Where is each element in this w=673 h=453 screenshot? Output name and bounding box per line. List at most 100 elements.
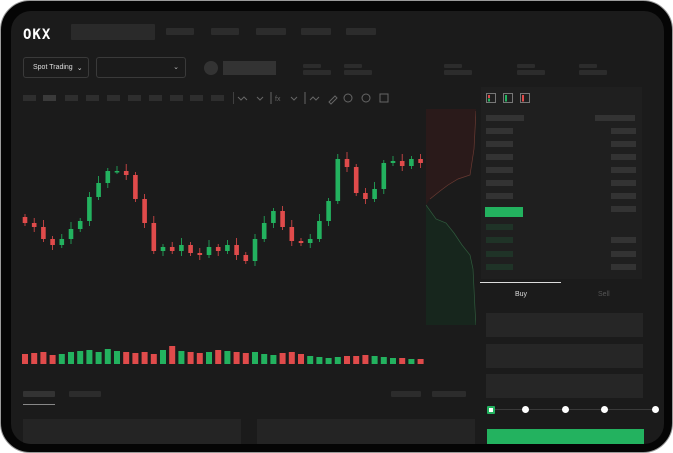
volume-bar (141, 352, 148, 364)
tab-buy[interactable]: Buy (515, 291, 528, 298)
candle (298, 241, 304, 243)
volume-bar (233, 352, 240, 364)
timeframe-button[interactable] (128, 95, 141, 101)
volume-bar (390, 358, 396, 364)
orderbook-layout-buttons[interactable] (486, 93, 536, 105)
timeframe-button[interactable] (190, 95, 203, 101)
buy-tab-underline (480, 282, 561, 283)
candle (160, 247, 166, 251)
depth-chart (426, 109, 476, 325)
filter-button[interactable] (432, 391, 466, 397)
nav-item[interactable] (301, 28, 331, 35)
timeframe-button[interactable] (23, 95, 36, 101)
volume-bar (380, 357, 387, 364)
pair-price (223, 61, 276, 75)
nav-item[interactable] (346, 28, 376, 35)
candle (41, 227, 46, 239)
market-dropdown[interactable]: Spot Trading ⌄ (23, 57, 89, 78)
buy-button[interactable] (487, 429, 644, 444)
price-input[interactable] (486, 313, 643, 337)
tab-order-history[interactable] (69, 391, 101, 397)
bid-amount (611, 237, 636, 243)
orders-card (257, 419, 475, 444)
volume-bar (49, 355, 56, 364)
amount-slider[interactable] (491, 409, 656, 410)
timeframe-button[interactable] (107, 95, 120, 101)
ask-price (486, 193, 513, 199)
tab-sell[interactable]: Sell (598, 291, 610, 298)
screen: OKX Spot Trading ⌄ ⌄ fx Buy Sell (11, 11, 664, 444)
candle (390, 161, 396, 163)
candle (225, 245, 230, 251)
timeframe-button[interactable] (149, 95, 162, 101)
okx-logo: OKX (23, 27, 52, 43)
ask-amount (611, 128, 636, 134)
candle (317, 221, 322, 239)
slider-handle[interactable] (487, 406, 495, 414)
slider-mark-50[interactable] (562, 406, 569, 413)
volume-bar (261, 354, 268, 364)
stat (579, 70, 607, 75)
stat (444, 64, 462, 68)
volume-bar (362, 355, 369, 364)
filter-button[interactable] (391, 391, 421, 397)
timeframe-button[interactable] (211, 95, 224, 101)
timeframe-button[interactable] (170, 95, 183, 101)
candle (22, 217, 28, 223)
slider-mark-100[interactable] (652, 406, 659, 413)
timeframe-button[interactable] (43, 95, 56, 101)
candle (344, 159, 350, 167)
volume-bar (132, 353, 139, 364)
ask-price (486, 128, 513, 134)
candle (77, 221, 83, 229)
timeframe-button[interactable] (86, 95, 99, 101)
volume-bar (95, 352, 102, 364)
volume-bar (307, 356, 314, 364)
tab-open-orders[interactable] (23, 391, 55, 397)
timeframe-button[interactable] (65, 95, 78, 101)
slider-mark-75[interactable] (601, 406, 608, 413)
fullscreen-icon (379, 93, 389, 103)
chart-tool-icons: fx (233, 92, 389, 105)
volume-bar (187, 352, 194, 364)
candle (151, 223, 157, 251)
candle (418, 159, 423, 163)
volume-bar (325, 358, 332, 364)
total-input[interactable] (486, 374, 643, 398)
candle (280, 211, 285, 227)
candle (133, 175, 138, 199)
candle (234, 245, 239, 255)
volume-bar (215, 350, 222, 364)
candle (289, 227, 295, 241)
ask-amount (611, 141, 636, 147)
volume-bar (123, 352, 130, 364)
orderbook-buy-icon (503, 93, 513, 103)
volume-bar (196, 353, 203, 364)
bid-amount (611, 264, 636, 270)
volume-bar (178, 351, 185, 364)
pencil-icon (328, 95, 338, 105)
bid-price (486, 251, 513, 257)
volume-bar (408, 359, 415, 364)
nav-item[interactable] (211, 28, 239, 35)
candle (206, 247, 212, 255)
nav-item[interactable] (256, 28, 286, 35)
candle (271, 211, 276, 223)
search-bar[interactable] (71, 24, 155, 40)
candle (31, 223, 37, 227)
camera-icon (361, 93, 371, 103)
amount-input[interactable] (486, 344, 643, 368)
ask-amount (611, 154, 636, 160)
pair-dropdown[interactable]: ⌄ (96, 57, 186, 78)
stat (444, 70, 472, 75)
slider-mark-25[interactable] (522, 406, 529, 413)
ask-amount (611, 167, 636, 173)
nav-item[interactable] (166, 28, 194, 35)
volume-bar (371, 356, 378, 364)
coin-icon (204, 61, 218, 75)
candle (188, 245, 193, 253)
candle (114, 171, 120, 173)
volume-bar (417, 359, 424, 364)
volume-bar (279, 353, 286, 364)
